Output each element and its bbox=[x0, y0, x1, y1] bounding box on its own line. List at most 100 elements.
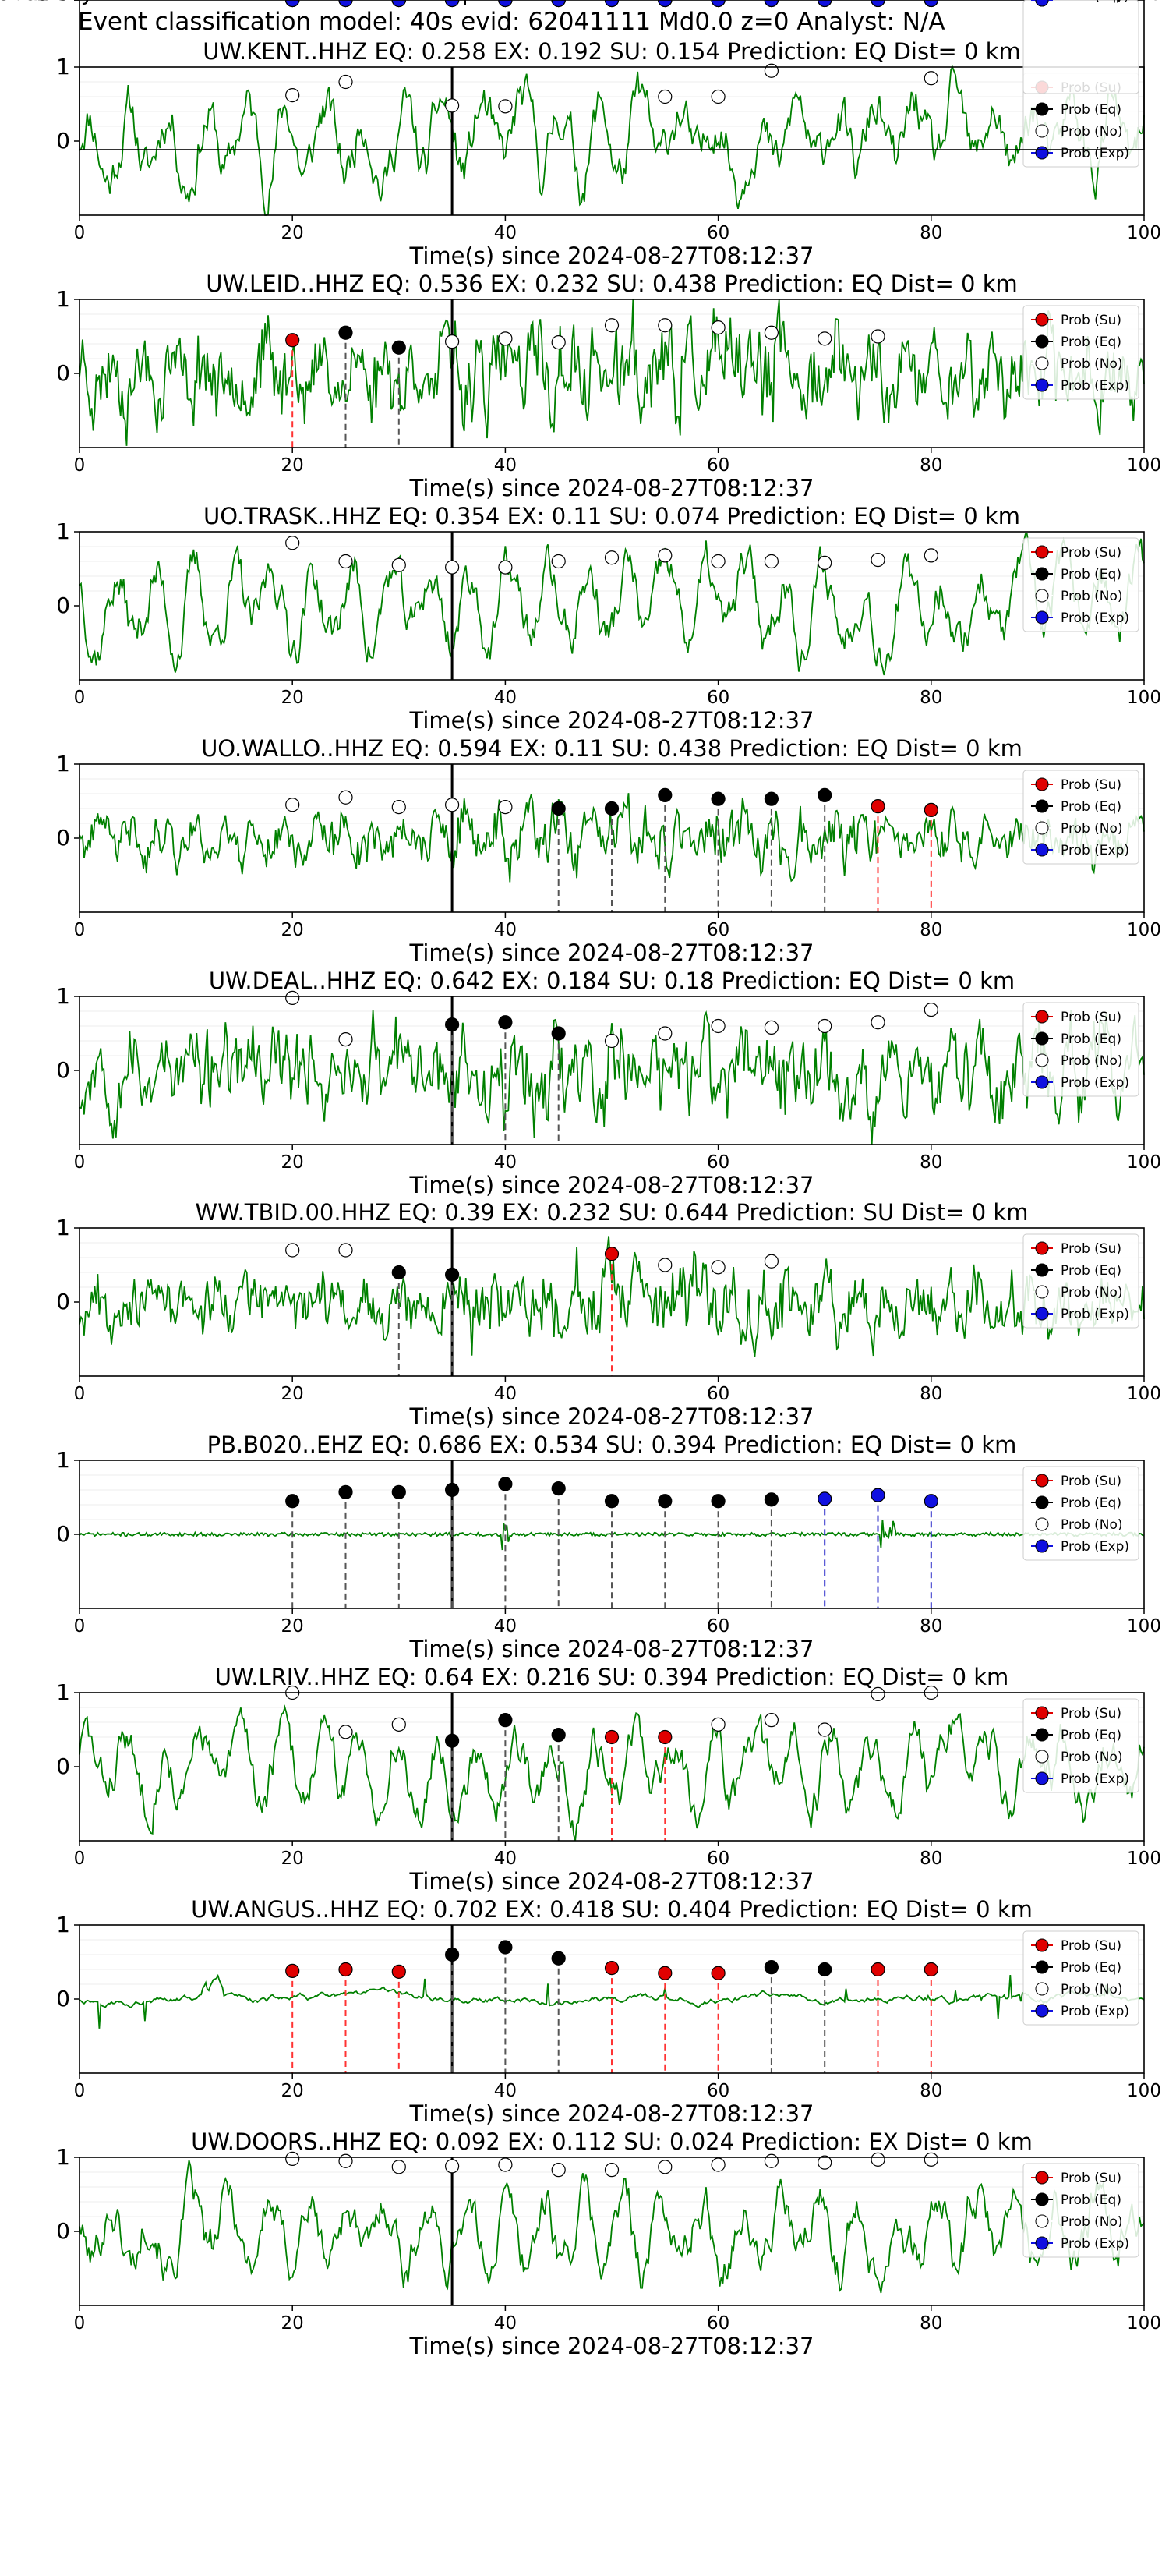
prob-marker-no bbox=[711, 554, 726, 569]
legend-marker-eq bbox=[1035, 567, 1049, 581]
prob-marker-no bbox=[711, 1018, 726, 1034]
x-tick-label: 40 bbox=[494, 223, 517, 243]
x-tick-label: 80 bbox=[920, 920, 942, 940]
legend-label-su: Prob (Su) bbox=[1061, 0, 1121, 4]
y-tick-label: 0.5 bbox=[35, 0, 70, 5]
y-tick-label: 0 bbox=[56, 1521, 70, 1547]
y-tick-label: 1 bbox=[56, 54, 70, 80]
legend-marker-no bbox=[1035, 2214, 1049, 2228]
prob-marker-no bbox=[711, 1717, 726, 1732]
legend-marker-su bbox=[1035, 777, 1049, 791]
legend-marker-su bbox=[1035, 2171, 1049, 2185]
y-tick-label: 1 bbox=[56, 1679, 70, 1705]
prob-marker-no bbox=[711, 1260, 726, 1275]
y-tick-label: 1 bbox=[56, 1215, 70, 1240]
panel-title: UW.KENT..HHZ EQ: 0.258 EX: 0.192 SU: 0.1… bbox=[203, 38, 1020, 65]
legend-label-su: Prob (Su) bbox=[1061, 777, 1121, 793]
legend-label-exp: Prob (Exp) bbox=[1061, 378, 1129, 394]
legend-marker-no bbox=[1035, 1750, 1049, 1764]
x-tick-label: 40 bbox=[494, 1849, 517, 1869]
waveform-trace bbox=[79, 1973, 1145, 2029]
prob-marker-eq bbox=[444, 1947, 460, 1962]
legend-label-eq: Prob (Eq) bbox=[1061, 1728, 1121, 1743]
prob-marker-exp bbox=[818, 1491, 832, 1506]
x-tick-label: 0 bbox=[74, 1152, 86, 1173]
prob-marker-su bbox=[604, 1729, 620, 1745]
x-tick-label: 40 bbox=[494, 1152, 517, 1173]
waveform-trace bbox=[79, 2160, 1145, 2294]
legend-label-exp: Prob (Exp) bbox=[1061, 0, 1129, 4]
prob-marker-eq bbox=[658, 1494, 673, 1509]
legend-marker-su bbox=[1035, 313, 1049, 327]
prob-marker-eq bbox=[498, 1477, 513, 1491]
prob-marker-no bbox=[711, 320, 726, 335]
x-tick-label: 40 bbox=[494, 1384, 517, 1404]
mean-marker-exp bbox=[764, 0, 779, 8]
panel-title: UO.WALLO..HHZ EQ: 0.594 EX: 0.11 SU: 0.4… bbox=[201, 735, 1022, 762]
prob-marker-no bbox=[338, 1725, 353, 1739]
prob-marker-no bbox=[391, 2160, 406, 2174]
mean-marker-exp bbox=[924, 0, 938, 8]
legend-label-su: Prob (Su) bbox=[1061, 2171, 1121, 2186]
waveform-trace bbox=[79, 299, 1145, 446]
x-tick-label: 80 bbox=[920, 2313, 942, 2334]
y-tick-label: 0 bbox=[56, 2218, 70, 2244]
legend-label-no: Prob (No) bbox=[1061, 821, 1123, 837]
prob-marker-no bbox=[498, 560, 513, 575]
legend-marker-exp bbox=[1035, 378, 1049, 392]
legend-label-eq: Prob (Eq) bbox=[1061, 0, 1121, 4]
prob-marker-no bbox=[924, 71, 938, 86]
prob-marker-eq bbox=[285, 1494, 300, 1509]
y-tick-label: 0 bbox=[56, 1289, 70, 1315]
x-tick-label: 20 bbox=[281, 1152, 304, 1173]
prob-marker-no bbox=[285, 87, 300, 103]
y-tick-label: 1 bbox=[56, 751, 70, 777]
legend-label-su: Prob (Su) bbox=[1061, 1938, 1121, 1954]
prob-marker-eq bbox=[764, 1492, 779, 1507]
legend-label-su: Prob (Su) bbox=[1061, 1474, 1121, 1489]
legend-marker-eq bbox=[1035, 799, 1049, 813]
legend-label-no: Prob (No) bbox=[1061, 356, 1123, 372]
x-tick-label: 40 bbox=[494, 2313, 517, 2334]
prob-marker-eq bbox=[444, 1482, 460, 1498]
prob-marker-no bbox=[764, 325, 779, 340]
prob-marker-no bbox=[818, 331, 832, 346]
mean-marker-exp bbox=[658, 0, 673, 8]
x-tick-label: 80 bbox=[920, 1384, 942, 1404]
x-tick-label: 60 bbox=[707, 2313, 729, 2334]
legend-label-no: Prob (No) bbox=[1061, 1517, 1123, 1533]
x-tick-label: 60 bbox=[707, 0, 729, 5]
prob-marker-su bbox=[711, 1966, 726, 1980]
prob-marker-su bbox=[285, 333, 300, 348]
panel-uo-wallo-hhz: UO.WALLO..HHZ EQ: 0.594 EX: 0.11 SU: 0.4… bbox=[56, 735, 1161, 966]
legend-marker-exp bbox=[1035, 610, 1049, 625]
legend-label-eq: Prob (Eq) bbox=[1061, 1495, 1121, 1511]
y-tick-label: 0 bbox=[56, 128, 70, 154]
mean-marker-exp bbox=[338, 0, 353, 8]
legend-label-exp: Prob (Exp) bbox=[1061, 843, 1129, 858]
prob-marker-no bbox=[764, 2153, 779, 2168]
x-tick-label: 80 bbox=[920, 0, 942, 5]
legend-label-no: Prob (No) bbox=[1061, 1053, 1123, 1069]
x-tick-label: 0 bbox=[74, 2081, 86, 2101]
prob-marker-no bbox=[764, 1713, 779, 1728]
x-tick-label: 20 bbox=[281, 920, 304, 940]
prob-marker-eq bbox=[711, 791, 726, 806]
mean-marker-exp bbox=[445, 0, 460, 8]
legend-label-su: Prob (Su) bbox=[1061, 545, 1121, 561]
x-tick-label: 100 bbox=[1127, 455, 1161, 476]
legend-marker-no bbox=[1035, 821, 1049, 835]
prob-marker-su bbox=[658, 1729, 673, 1745]
x-tick-label: 100 bbox=[1127, 0, 1161, 5]
mean-marker-exp bbox=[551, 0, 566, 8]
legend-box bbox=[1022, 1233, 1139, 1329]
legend-box bbox=[1022, 1002, 1139, 1097]
legend-marker-exp bbox=[1035, 1771, 1049, 1785]
prob-marker-su bbox=[604, 1247, 620, 1261]
prob-marker-no bbox=[924, 2152, 938, 2167]
panel-title: UO.TRASK..HHZ EQ: 0.354 EX: 0.11 SU: 0.0… bbox=[203, 503, 1020, 529]
panel-title: UW.LEID..HHZ EQ: 0.536 EX: 0.232 SU: 0.4… bbox=[206, 271, 1017, 297]
mean-marker-exp bbox=[498, 0, 513, 8]
